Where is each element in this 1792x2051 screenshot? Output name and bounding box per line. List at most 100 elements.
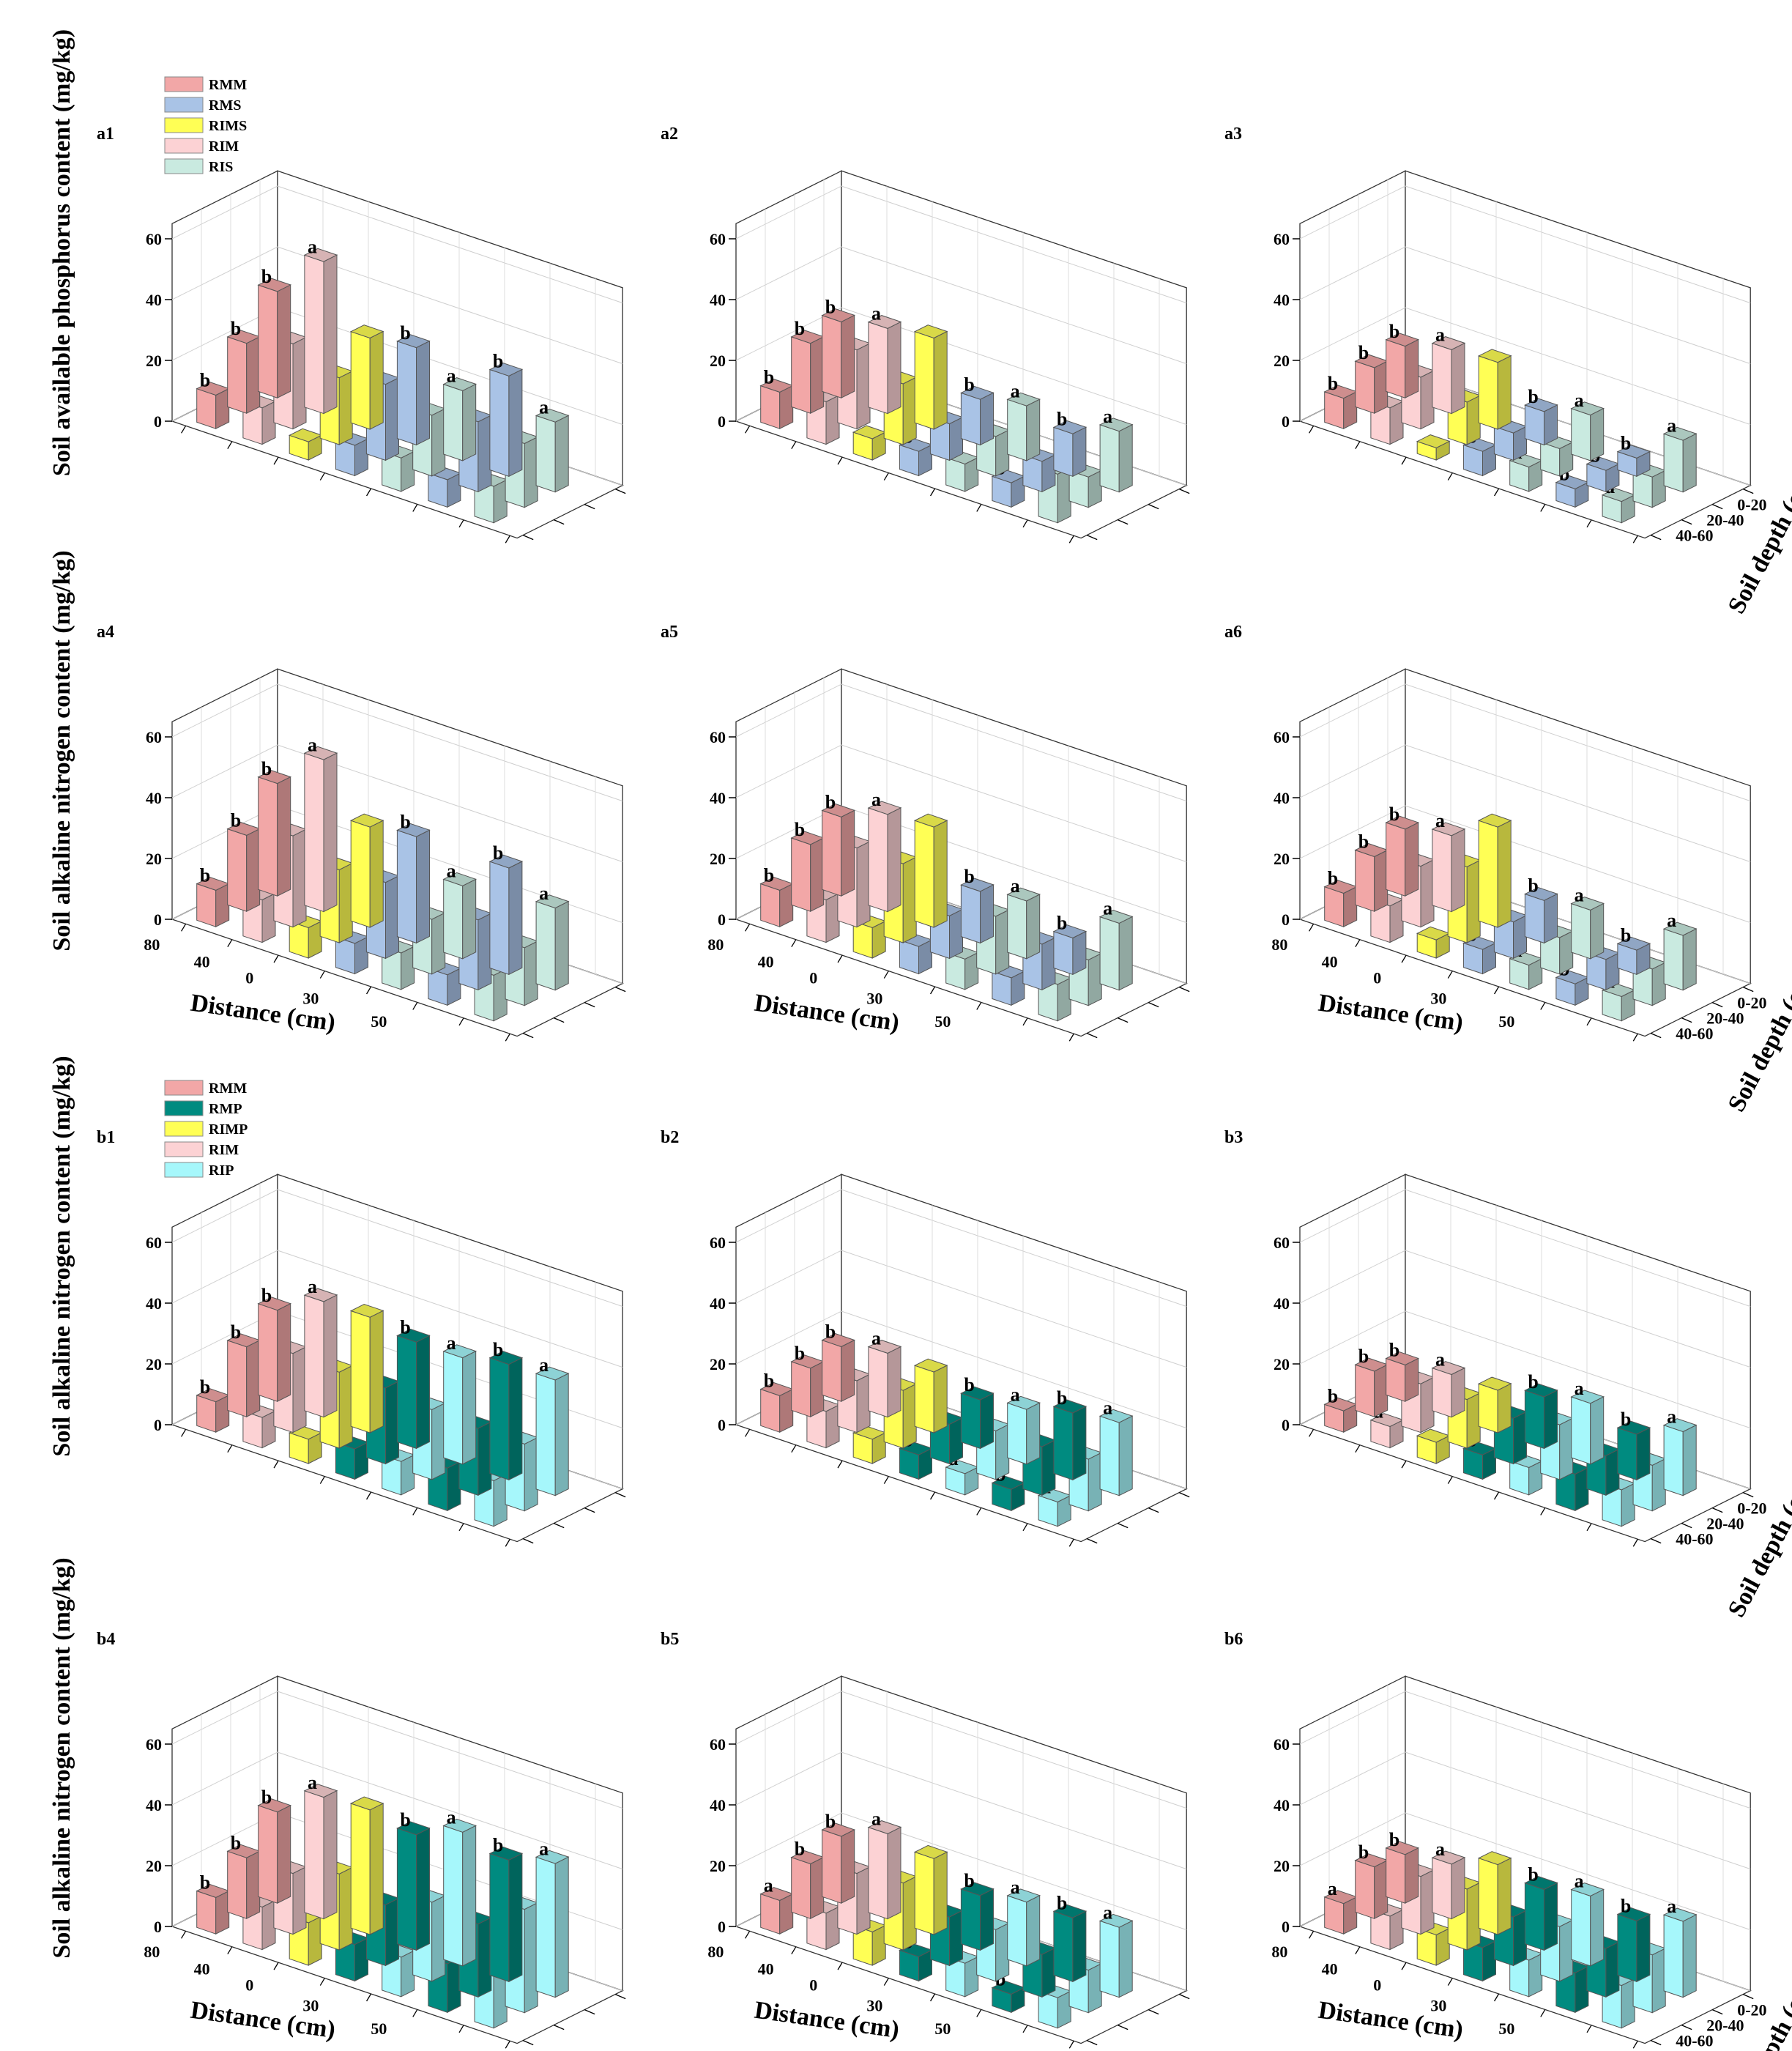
bar-side: [493, 1473, 508, 1527]
z-gridline: [1299, 246, 1751, 365]
bar-front: [791, 837, 811, 912]
bar-side: [524, 940, 538, 1006]
legend-swatch-rip: [164, 1162, 204, 1178]
z-tick-label: 0: [1282, 412, 1290, 431]
bar-front: [760, 1388, 781, 1433]
distance-tick: [1355, 441, 1361, 450]
significance-label: b: [764, 1371, 774, 1392]
bar-side: [887, 1346, 901, 1418]
bar-side: [323, 254, 338, 415]
depth-tick: [1650, 535, 1662, 541]
bar-top: [1616, 936, 1651, 951]
z-gridline: [171, 1751, 623, 1870]
significance-label: b: [400, 1316, 410, 1338]
significance-label: a: [308, 1772, 317, 1793]
bar-front: [304, 1790, 324, 1920]
bar-front: [760, 385, 781, 429]
bar-side: [277, 776, 291, 897]
bar-top: [1616, 1420, 1651, 1435]
bar-2-depth0: [349, 813, 384, 928]
distance-tick: [458, 1523, 464, 1532]
bar-top: [913, 1358, 948, 1373]
bar-side: [810, 837, 825, 913]
legend-swatch-rimp: [164, 1121, 204, 1137]
distance-tick: [1586, 519, 1592, 528]
legend-label-rmm: RMM: [209, 1080, 247, 1097]
distance-tick: [745, 1930, 751, 1939]
z-tick-label: 20: [710, 352, 726, 370]
bar-front: [350, 1310, 371, 1434]
bar-front: [1355, 1364, 1375, 1417]
bar-side: [856, 840, 871, 928]
bar-front: [1386, 822, 1406, 897]
distance-tick: [1401, 1460, 1407, 1469]
panel-a6: 0204060a6bababababababababa804003050Dist…: [1224, 623, 1792, 1116]
depth-tick-label: 20-40: [1706, 1009, 1744, 1028]
z-tick-label: 0: [154, 412, 162, 431]
bar-top: [396, 334, 431, 349]
bar-0-depth1: b: [226, 1832, 261, 1920]
bar-top: [1524, 1876, 1558, 1890]
bar-1-depth0: a: [867, 303, 902, 415]
bar-top: [1431, 336, 1466, 350]
depth-tick-label: 0-20: [1737, 496, 1766, 514]
bar-side: [1026, 894, 1041, 960]
depth-tick-label: 20-40: [1706, 1515, 1744, 1533]
distance-tick-label: 50: [371, 2020, 387, 2038]
bar-front: [535, 1856, 556, 1998]
bar-side: [933, 1365, 948, 1434]
z-gridline: [171, 1691, 623, 1809]
distance-tick-label: 80: [1271, 1943, 1287, 1961]
bar-0-depth0: b: [821, 1321, 855, 1403]
bar-3-depth0: b: [396, 1316, 431, 1450]
bar-top: [1570, 1883, 1605, 1896]
panel-b2: 0204060b2bababababababababa: [661, 1128, 1190, 1547]
distance-tick-label: 30: [866, 1997, 882, 2015]
panel-label: b6: [1224, 1630, 1243, 1649]
significance-label: b: [200, 865, 210, 886]
z-gridline: [735, 185, 1187, 304]
significance-label: b: [1328, 373, 1338, 394]
depth-tick-label: 20-40: [1706, 2017, 1744, 2035]
bar-front: [1386, 339, 1406, 398]
significance-label: b: [964, 1870, 974, 1891]
bar-side: [1451, 828, 1465, 913]
bar-side: [1405, 822, 1419, 897]
bar-0-depth0: b: [821, 791, 855, 897]
bar-side: [261, 1899, 276, 1951]
legend-label-rimp: RIMP: [209, 1121, 248, 1138]
significance-label: b: [1057, 1387, 1067, 1409]
bar-3-depth0: b: [1524, 1864, 1558, 1951]
z-gridline: [1299, 683, 1751, 802]
bar-front: [196, 388, 217, 429]
bar-side: [1636, 1427, 1651, 1481]
depth-tick: [1681, 519, 1692, 525]
depth-tick: [614, 489, 626, 494]
bar-side: [1559, 930, 1574, 975]
distance-tick: [837, 1962, 843, 1970]
bar-side: [980, 1392, 994, 1450]
bar-top: [1616, 1907, 1651, 1921]
bar-front: [791, 1857, 811, 1919]
z-tick-label: 40: [710, 1796, 726, 1814]
distance-tick: [1401, 456, 1407, 465]
legend-label-rims: RIMS: [209, 118, 247, 134]
bar-side: [1466, 1882, 1481, 1951]
bar-front: [960, 884, 981, 944]
bar-front: [1355, 849, 1375, 912]
bar-side: [1513, 914, 1527, 960]
bar-side: [980, 1888, 994, 1951]
bar-top: [867, 1820, 902, 1834]
distance-tick: [1309, 425, 1315, 434]
bar-side: [995, 909, 1010, 975]
z-gridline: [1299, 1310, 1751, 1429]
bar-side: [338, 1866, 353, 1951]
distance-tick: [1401, 1962, 1407, 1970]
significance-label: b: [261, 266, 272, 287]
bar-front: [1432, 1857, 1452, 1920]
bar-5-depth0: b: [1616, 1409, 1651, 1481]
distance-tick: [366, 1491, 372, 1500]
bar-front: [1571, 408, 1591, 461]
bar-top: [257, 770, 291, 785]
bar-2-depth0: [349, 1796, 384, 1935]
